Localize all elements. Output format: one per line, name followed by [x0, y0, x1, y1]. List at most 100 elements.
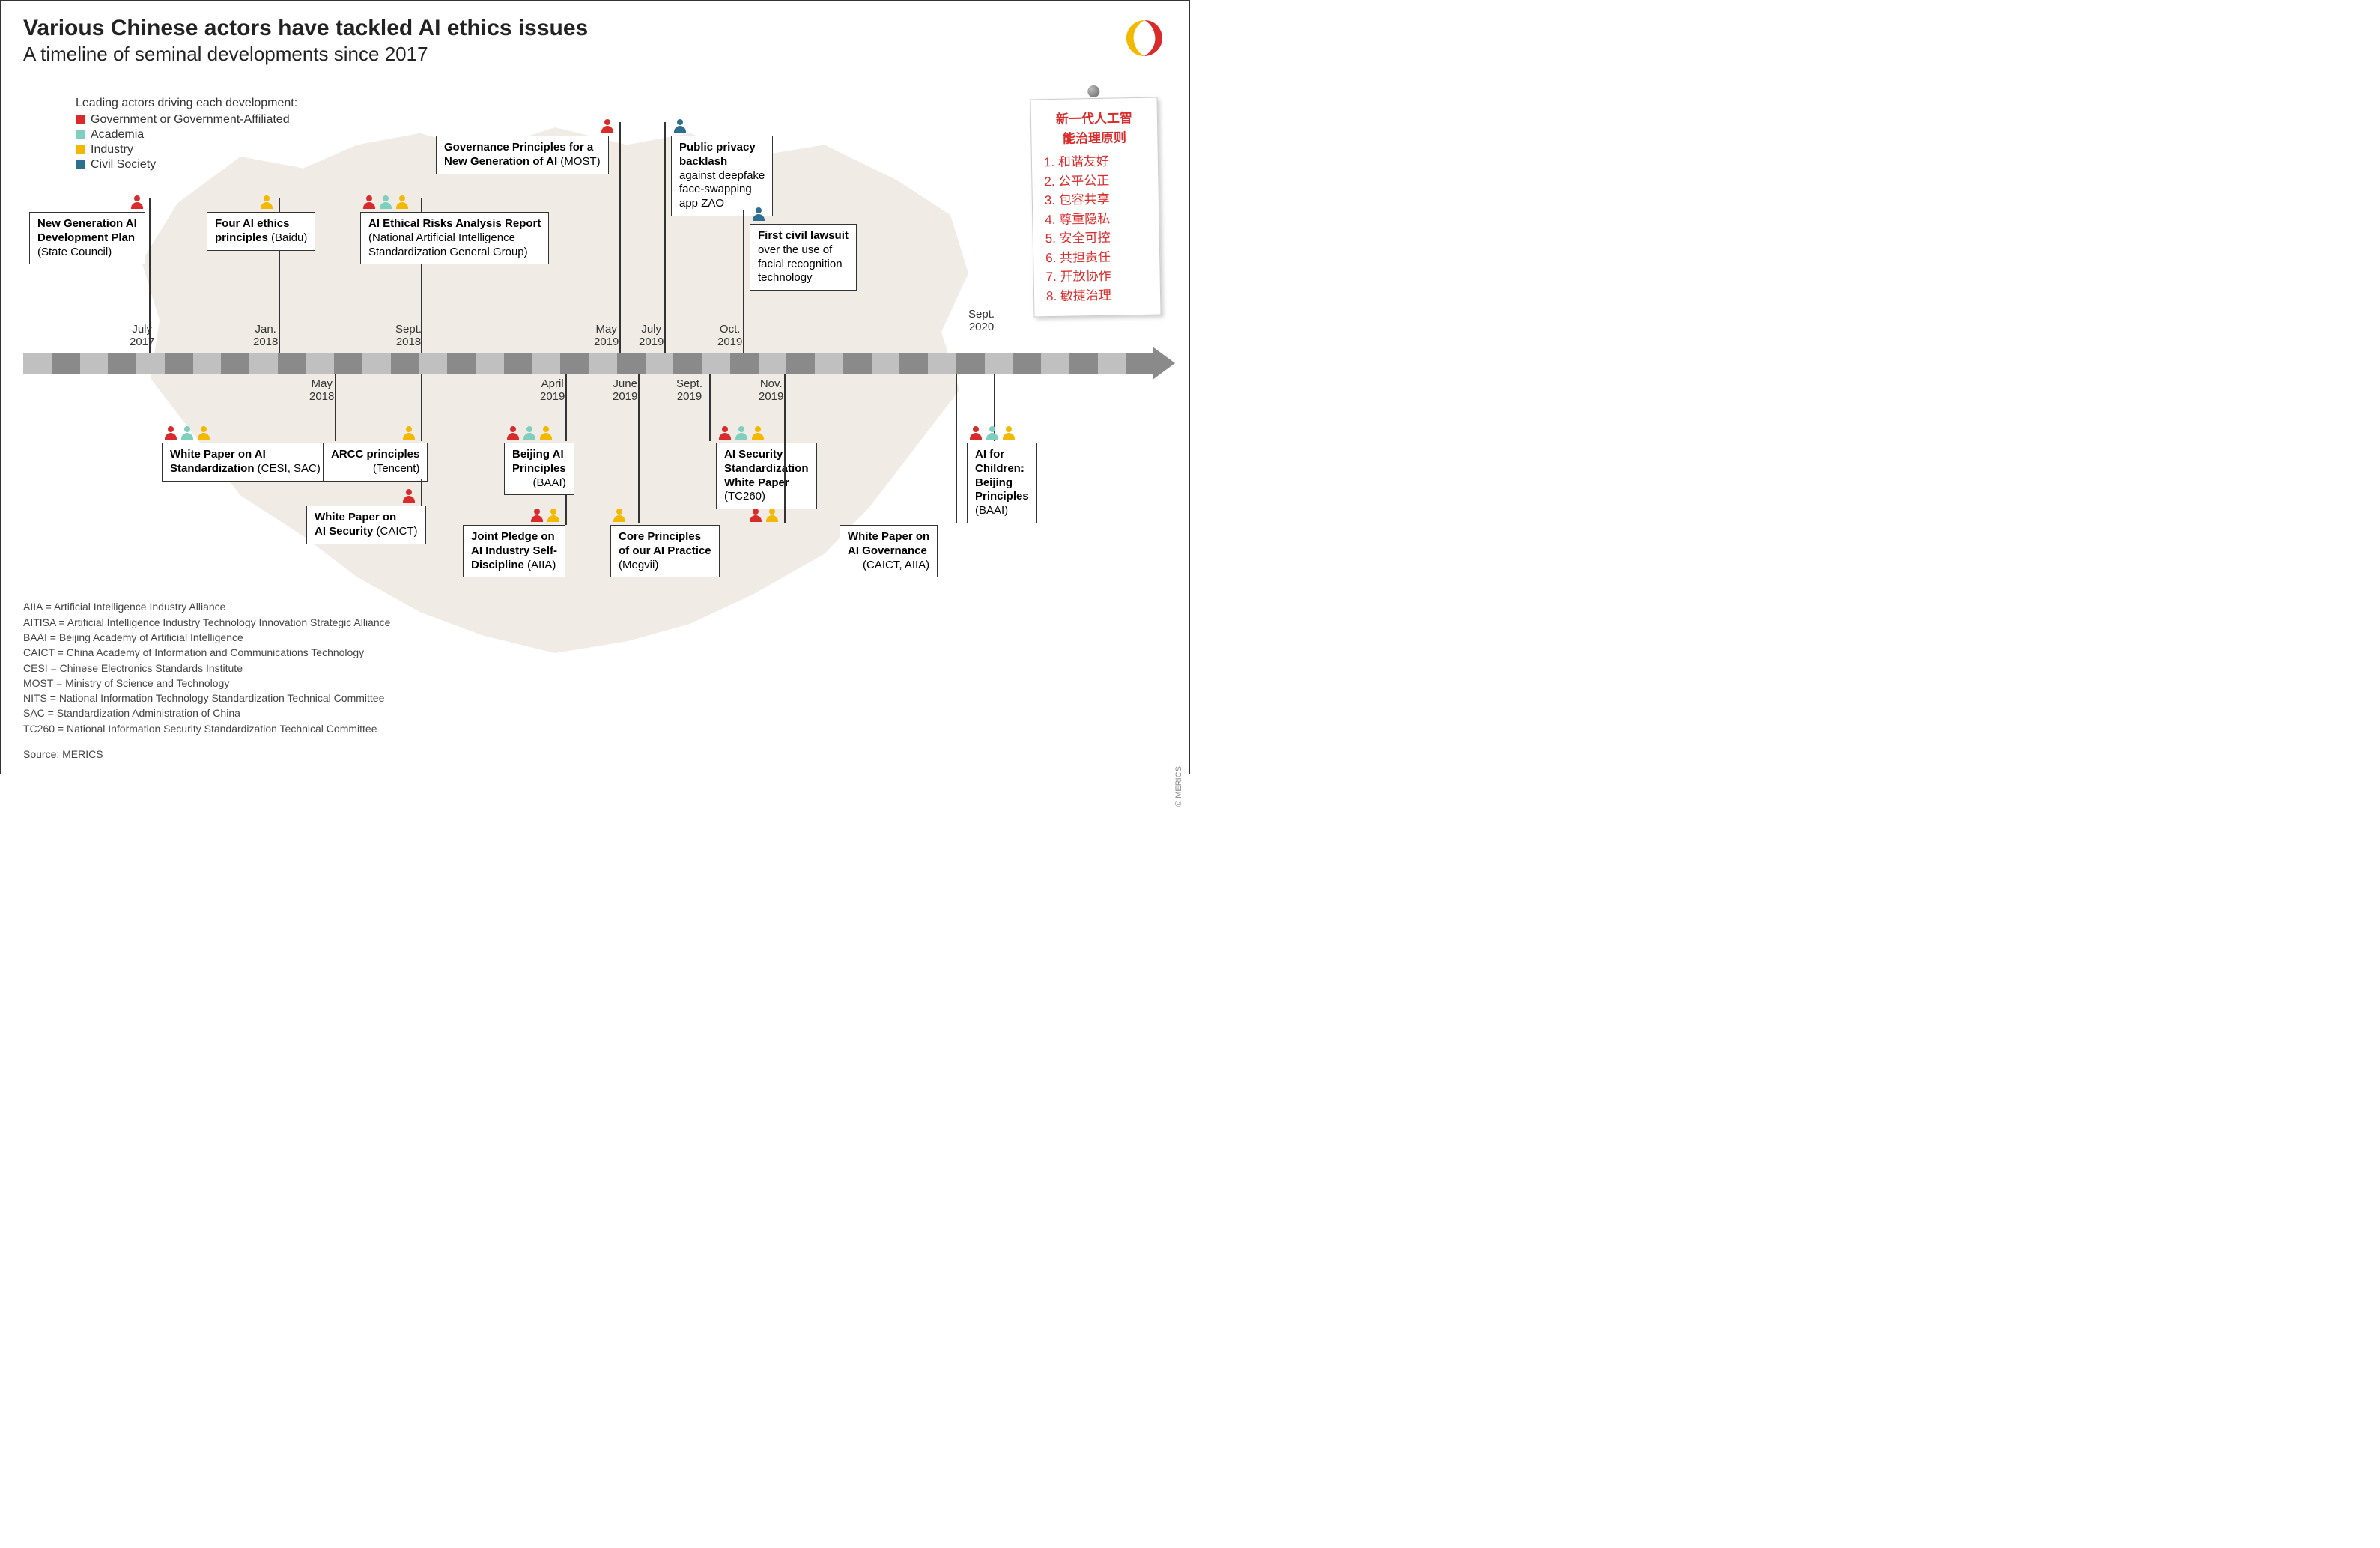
timeline-segment: [504, 353, 532, 374]
note-item: 5. 安全可控: [1045, 228, 1147, 249]
event-box: White Paper on AIStandardization (CESI, …: [162, 443, 329, 482]
note-item: 7. 开放协作: [1045, 266, 1147, 287]
timeline-segment: [193, 353, 222, 374]
event-date: July2019: [639, 323, 664, 348]
event-date: Sept.2018: [395, 323, 422, 348]
event-actors: [165, 426, 210, 440]
timeline-segment: [673, 353, 702, 374]
event-connector-line: [335, 374, 336, 441]
legend-swatch: [76, 115, 85, 124]
timeline-segment: [815, 353, 843, 374]
event-actors: [531, 509, 559, 522]
abbrev-line: CESI = Chinese Electronics Standards Ins…: [23, 661, 390, 676]
abbrev-line: AIIA = Artificial Intelligence Industry …: [23, 599, 390, 614]
timeline-segment: [391, 353, 419, 374]
event-actors: [719, 426, 764, 440]
timeline-segment: [702, 353, 730, 374]
event-connector-line: [784, 374, 786, 523]
actor-academia-icon: [523, 426, 535, 440]
legend-label: Academia: [91, 128, 144, 142]
timeline-segment: [1041, 353, 1069, 374]
note-header: 新一代人工智能治理原则: [1043, 109, 1146, 148]
event-actors: [403, 489, 415, 503]
abbreviations-list: AIIA = Artificial Intelligence Industry …: [23, 599, 390, 736]
timeline-segment: [419, 353, 448, 374]
actor-industry-icon: [198, 426, 210, 440]
note-item: 4. 尊重隐私: [1045, 208, 1147, 229]
timeline-segment: [1126, 353, 1154, 374]
abbrev-line: SAC = Standardization Administration of …: [23, 705, 390, 720]
timeline-segment: [1069, 353, 1098, 374]
actor-industry-icon: [752, 426, 764, 440]
actor-industry-icon: [547, 509, 559, 522]
event-date: June2019: [613, 377, 637, 403]
event-date: July2017: [130, 323, 154, 348]
abbrev-line: CAICT = China Academy of Information and…: [23, 645, 390, 660]
event-connector-line: [619, 122, 621, 353]
timeline-segment: [278, 353, 306, 374]
event-box: Public privacybacklashagainst deepfakefa…: [671, 136, 773, 216]
timeline-segment: [1013, 353, 1041, 374]
abbrev-line: AITISA = Artificial Intelligence Industr…: [23, 615, 390, 630]
event-box: First civil lawsuitover the use offacial…: [750, 224, 857, 291]
timeline-segment: [108, 353, 136, 374]
source-label: Source: MERICS: [23, 748, 103, 760]
note-item: 8. 敏捷治理: [1046, 285, 1148, 306]
timeline-segment: [786, 353, 815, 374]
actor-academia-icon: [986, 426, 998, 440]
event-date: April2019: [540, 377, 565, 403]
event-connector-line: [565, 374, 567, 441]
actor-industry-icon: [540, 426, 552, 440]
timeline-segment: [221, 353, 249, 374]
note-item: 1. 和谐友好: [1044, 151, 1146, 172]
legend-row: Industry: [76, 143, 297, 157]
actor-civil-icon: [674, 119, 686, 133]
timeline-segment: [52, 353, 80, 374]
principles-note-card: 新一代人工智能治理原则 1. 和谐友好2. 公平公正3. 包容共享4. 尊重隐私…: [1030, 97, 1161, 318]
event-box: ARCC principles(Tencent): [323, 443, 428, 482]
timeline-segment: [928, 353, 956, 374]
actor-industry-icon: [613, 509, 625, 522]
actor-government-icon: [165, 426, 177, 440]
timeline-segment: [560, 353, 589, 374]
event-actors: [613, 509, 625, 522]
timeline-segment: [730, 353, 759, 374]
timeline-segment: [334, 353, 362, 374]
event-connector-line: [638, 374, 640, 523]
event-actors: [750, 509, 778, 522]
event-box: Beijing AIPrinciples(BAAI): [504, 443, 574, 495]
timeline-segment: [956, 353, 985, 374]
timeline-arrow-icon: [1153, 347, 1175, 380]
copyright-label: © MERICS: [1174, 766, 1183, 807]
legend-label: Industry: [91, 143, 133, 157]
event-connector-line: [664, 122, 666, 353]
event-actors: [403, 426, 415, 440]
event-box: White Paper onAI Governance(CAICT, AIIA): [840, 525, 938, 577]
timeline-segment: [362, 353, 391, 374]
timeline-segment: [306, 353, 335, 374]
event-connector-line: [565, 495, 567, 525]
timeline-segment: [872, 353, 900, 374]
event-box: White Paper onAI Security (CAICT): [306, 506, 426, 544]
event-connector-line: [421, 374, 422, 441]
event-date: Sept.2020: [968, 308, 995, 333]
actor-government-icon: [403, 489, 415, 503]
event-box: Four AI ethicsprinciples (Baidu): [207, 212, 315, 251]
actor-government-icon: [601, 119, 613, 133]
actor-industry-icon: [396, 195, 408, 209]
timeline-segment: [447, 353, 476, 374]
event-box: New Generation AIDevelopment Plan(State …: [29, 212, 145, 264]
title-block: Various Chinese actors have tackled AI e…: [23, 16, 588, 66]
timeline-segment: [136, 353, 165, 374]
actor-government-icon: [507, 426, 519, 440]
note-item: 6. 共担责任: [1045, 246, 1147, 267]
timeline-segment: [476, 353, 504, 374]
timeline-segment: [759, 353, 787, 374]
event-box: AI Ethical Risks Analysis Report(Nationa…: [360, 212, 549, 264]
timeline-segment: [80, 353, 109, 374]
actor-government-icon: [750, 509, 762, 522]
event-actors: [363, 195, 408, 209]
legend-row: Academia: [76, 128, 297, 142]
event-connector-line: [421, 479, 422, 506]
abbrev-line: NITS = National Information Technology S…: [23, 690, 390, 705]
